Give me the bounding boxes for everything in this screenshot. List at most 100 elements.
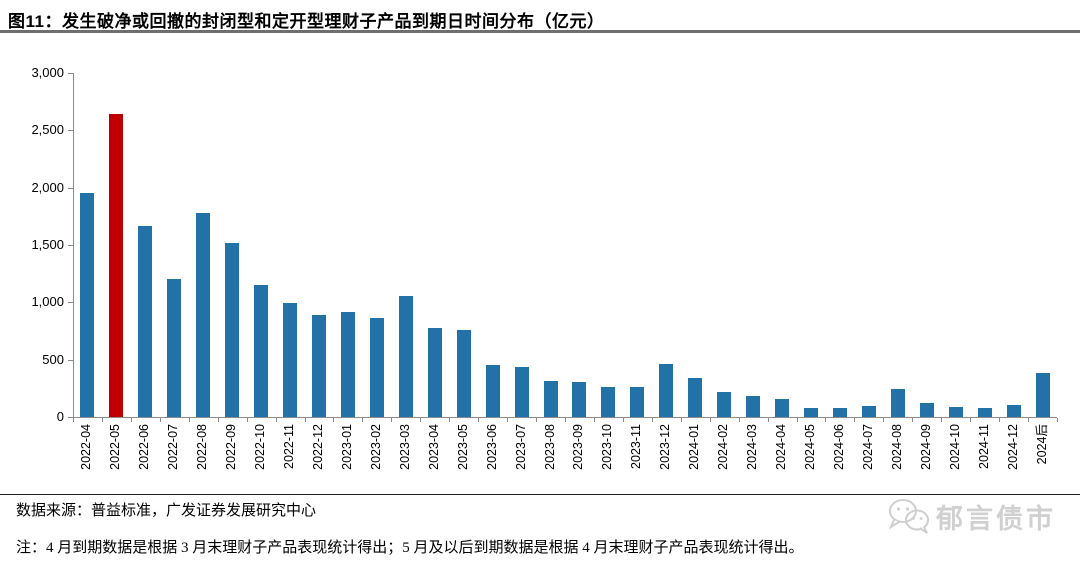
x-tick	[1028, 418, 1030, 422]
bar-2024-04	[775, 398, 790, 417]
x-axis	[73, 417, 1057, 418]
bar-2023-08	[543, 381, 558, 417]
x-axis-label: 2024-02	[716, 424, 731, 470]
x-axis-label: 2022-08	[195, 424, 210, 470]
bar-2024-03	[746, 395, 761, 417]
y-axis-label: 1,000	[31, 294, 64, 310]
x-tick	[738, 418, 740, 422]
x-axis-label: 2023-10	[600, 424, 615, 470]
x-tick	[651, 418, 653, 422]
bar-2022-09	[225, 243, 240, 417]
x-tick	[593, 418, 595, 422]
x-axis-label: 2023-12	[658, 424, 673, 470]
bar-2023-11	[630, 386, 645, 417]
data-source: 数据来源：普益标准，广发证券发展研究中心	[16, 503, 317, 519]
x-tick	[130, 418, 132, 422]
bar-2023-05	[456, 330, 471, 417]
y-axis-label: 2,000	[31, 179, 64, 195]
x-tick	[275, 418, 277, 422]
x-tick	[478, 418, 480, 422]
x-axis-label: 2024-03	[745, 424, 760, 470]
x-tick	[912, 418, 914, 422]
bar-2024-05	[804, 407, 818, 417]
x-tick	[854, 418, 856, 422]
bar-2024-06	[832, 408, 847, 417]
bar-2023-06	[485, 364, 500, 417]
x-tick	[941, 418, 943, 422]
x-tick	[420, 418, 422, 422]
bar-2022-12	[312, 314, 326, 417]
y-tick	[68, 417, 73, 418]
x-axis-label: 2024-05	[803, 424, 817, 470]
y-tick	[68, 130, 73, 132]
y-tick	[68, 73, 73, 74]
x-tick	[622, 418, 624, 422]
footnote: 注：4 月到期数据是根据 3 月末理财子产品表现统计得出；5 月及以后到期数据是…	[16, 540, 804, 556]
y-axis-label: 2,500	[31, 122, 64, 138]
y-tick	[68, 245, 73, 246]
x-tick	[217, 418, 219, 422]
x-axis-label: 2023-01	[339, 424, 354, 470]
y-tick	[68, 187, 73, 189]
x-axis-label: 2023-06	[484, 424, 499, 470]
y-axis-label: 500	[42, 351, 64, 367]
x-tick	[449, 418, 451, 422]
bar-2024-11	[977, 407, 992, 417]
watermark: 郁言债市	[886, 497, 1056, 536]
x-tick	[536, 418, 538, 422]
bar-2022-08	[196, 212, 211, 417]
x-axis-label: 2024-01	[687, 424, 702, 470]
x-axis-label: 2024后	[1034, 424, 1049, 465]
x-tick	[188, 418, 190, 422]
x-tick	[1057, 418, 1058, 422]
bar-2023-12	[659, 364, 674, 417]
x-tick	[796, 418, 798, 422]
x-axis-label: 2023-11	[629, 424, 644, 469]
x-tick	[883, 418, 885, 422]
x-tick	[304, 418, 306, 422]
bar-2022-04	[80, 193, 95, 417]
x-tick	[362, 418, 364, 422]
x-tick	[565, 418, 566, 422]
bar-2022-05	[109, 114, 124, 417]
x-tick	[101, 418, 103, 422]
bar-2024后	[1035, 373, 1050, 417]
x-axis-label: 2022-11	[282, 424, 297, 469]
x-tick	[246, 418, 248, 422]
x-tick	[680, 418, 682, 422]
x-axis-label: 2022-06	[137, 424, 152, 470]
x-tick	[767, 418, 769, 422]
x-axis-label: 2023-03	[397, 424, 412, 470]
x-axis-label: 2023-07	[513, 424, 528, 470]
bar-2024-07	[861, 405, 876, 417]
y-axis	[73, 73, 74, 417]
bar-2023-02	[369, 318, 384, 417]
x-tick	[391, 418, 393, 422]
bar-2023-04	[427, 327, 442, 417]
x-tick	[999, 418, 1001, 422]
x-axis-label: 2024-08	[889, 424, 904, 470]
x-axis-label: 2024-06	[831, 424, 846, 470]
x-axis-label: 2023-05	[455, 424, 470, 470]
wechat-icon	[888, 498, 929, 534]
x-axis-label: 2023-02	[368, 424, 383, 470]
x-axis-label: 2024-07	[860, 424, 875, 470]
bar-2024-09	[919, 403, 934, 417]
x-tick	[709, 418, 711, 422]
x-tick	[159, 418, 161, 422]
x-axis-label: 2024-12	[1005, 424, 1020, 470]
x-axis-label: 2024-04	[774, 424, 789, 470]
x-axis-label: 2023-09	[571, 424, 586, 470]
bar-2022-10	[254, 284, 269, 417]
bar-2023-03	[398, 296, 413, 417]
bar-2023-07	[514, 367, 529, 417]
bar-2024-01	[688, 378, 703, 417]
x-tick	[970, 418, 972, 422]
x-axis-label: 2024-09	[918, 424, 933, 470]
x-axis-label: 2022-09	[224, 424, 239, 470]
bar-2023-10	[601, 386, 616, 417]
x-axis-label: 2023-08	[542, 424, 557, 470]
x-axis-label: 2022-07	[166, 424, 181, 470]
x-axis-label: 2022-12	[311, 424, 325, 470]
